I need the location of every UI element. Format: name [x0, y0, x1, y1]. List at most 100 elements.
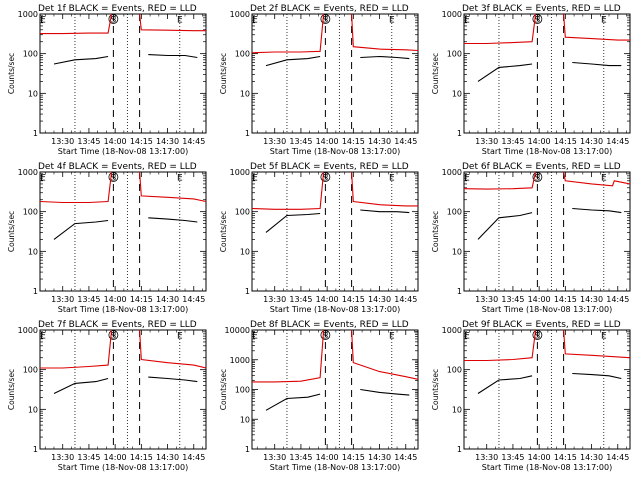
y-tick-label: 1000 — [18, 10, 38, 19]
black-events-series-line — [265, 393, 321, 411]
y-tick-label: 10 — [240, 247, 250, 256]
x-tick-label: 13:45 — [77, 137, 100, 146]
x-tick-label: 14:45 — [606, 137, 629, 146]
y-tick-label: 100 — [235, 50, 250, 59]
detector-panel-3: Det 3f BLACK = Events, RED = LLD 1 10 100 10… — [431, 4, 631, 156]
y-tick-label: 1 — [457, 287, 462, 296]
x-tick-label: 14:15 — [342, 295, 365, 304]
event-marker-label: E — [177, 332, 183, 342]
x-axis-label: Start Time (18-Nov-08 13:17:00) — [270, 305, 400, 314]
y-axis-label: Counts/sec — [431, 53, 440, 94]
y-axis-label: Counts/sec — [7, 53, 16, 94]
red-lld-series-line — [40, 14, 113, 35]
red-lld-series-line — [139, 330, 206, 369]
y-axis-label: Counts/sec — [7, 369, 16, 410]
y-axis-label: Counts/sec — [431, 369, 440, 410]
black-events-series-line — [148, 217, 198, 223]
x-tick-label: 14:00 — [528, 453, 551, 462]
panel-title: Det 2f BLACK = Events, RED = LLD — [250, 4, 409, 14]
x-tick-label: 14:30 — [368, 137, 391, 146]
y-tick-label: 10000 — [225, 326, 250, 335]
black-events-series-line — [53, 55, 109, 65]
x-tick-label: 14:15 — [130, 453, 153, 462]
y-tick-label: 10 — [28, 247, 38, 256]
x-axis-label: Start Time (18-Nov-08 13:17:00) — [482, 463, 612, 472]
detector-panel-4: Det 4f BLACK = Events, RED = LLD 1 10 100 10… — [7, 162, 207, 314]
black-events-series-line — [477, 375, 533, 394]
red-lld-series-line — [464, 172, 537, 190]
x-axis-label: Start Time (18-Nov-08 13:17:00) — [482, 305, 612, 314]
x-tick-label: 14:15 — [554, 295, 577, 304]
event-marker-label: E — [601, 332, 607, 342]
red-lld-series-line — [139, 172, 206, 203]
x-tick-label: 13:45 — [501, 295, 524, 304]
panel-title: Det 1f BLACK = Events, RED = LLD — [38, 4, 197, 14]
x-tick-label: 14:30 — [580, 453, 603, 462]
event-marker-label: S — [323, 16, 329, 26]
saa-marker-circle — [108, 330, 119, 340]
event-marker-label: E — [252, 16, 258, 26]
event-marker-label: S — [323, 174, 329, 184]
y-tick-label: 1000 — [442, 326, 462, 335]
red-lld-series-line — [563, 172, 630, 187]
panel-title: Det 3f BLACK = Events, RED = LLD — [462, 4, 621, 14]
y-tick-label: 100 — [235, 386, 250, 395]
x-tick-label: 14:45 — [182, 453, 205, 462]
red-lld-series-line — [252, 172, 325, 210]
y-tick-label: 10 — [28, 405, 38, 414]
event-marker-label: E — [389, 16, 395, 26]
y-tick-label: 10 — [452, 89, 462, 98]
event-marker-label: E — [389, 332, 395, 342]
x-tick-label: 14:45 — [394, 295, 417, 304]
x-tick-label: 13:30 — [51, 137, 74, 146]
y-tick-label: 100 — [447, 366, 462, 375]
event-marker-label: S — [535, 174, 541, 184]
black-events-series-line — [360, 55, 410, 60]
x-tick-label: 14:15 — [554, 137, 577, 146]
x-tick-label: 14:00 — [316, 453, 339, 462]
y-tick-label: 100 — [23, 208, 38, 217]
x-tick-label: 14:15 — [342, 453, 365, 462]
x-tick-label: 14:45 — [182, 295, 205, 304]
x-tick-label: 14:30 — [156, 453, 179, 462]
detector-panel-8: Det 8f BLACK = Events, RED = LLD 1 10 100 10… — [219, 320, 419, 472]
event-marker-label: E — [40, 332, 46, 342]
y-tick-label: 1000 — [230, 168, 250, 177]
y-tick-label: 1000 — [18, 168, 38, 177]
y-tick-label: 1 — [33, 287, 38, 296]
panel-title: Det 6f BLACK = Events, RED = LLD — [462, 162, 621, 172]
red-lld-series-line — [252, 14, 325, 54]
x-tick-label: 13:45 — [501, 137, 524, 146]
black-events-series-line — [572, 207, 622, 214]
x-tick-label: 14:30 — [368, 295, 391, 304]
saa-marker-circle — [108, 172, 119, 182]
y-tick-label: 1 — [245, 287, 250, 296]
y-axis-label: Counts/sec — [431, 211, 440, 252]
y-tick-label: 100 — [447, 208, 462, 217]
plot-frame — [39, 329, 207, 450]
y-tick-label: 1000 — [230, 356, 250, 365]
x-axis-label: Start Time (18-Nov-08 13:17:00) — [58, 305, 188, 314]
black-events-series-line — [572, 372, 622, 380]
event-marker-label: S — [111, 174, 117, 184]
event-marker-label: E — [389, 174, 395, 184]
event-marker-label: E — [464, 174, 470, 184]
x-tick-label: 14:00 — [528, 137, 551, 146]
x-axis-label: Start Time (18-Nov-08 13:17:00) — [58, 463, 188, 472]
x-tick-label: 14:15 — [554, 453, 577, 462]
detector-panel-6: Det 6f BLACK = Events, RED = LLD 1 10 100 10… — [431, 162, 631, 314]
y-tick-label: 1000 — [442, 168, 462, 177]
red-lld-series-line — [40, 172, 113, 204]
x-tick-label: 14:00 — [104, 137, 127, 146]
plot-frame — [39, 13, 207, 134]
y-tick-label: 10 — [240, 89, 250, 98]
x-tick-label: 13:30 — [475, 295, 498, 304]
x-tick-label: 13:45 — [77, 453, 100, 462]
x-tick-label: 13:30 — [475, 137, 498, 146]
event-marker-label: S — [111, 332, 117, 342]
x-tick-label: 13:45 — [289, 453, 312, 462]
x-tick-label: 14:45 — [394, 453, 417, 462]
event-marker-label: E — [464, 16, 470, 26]
x-tick-label: 13:30 — [263, 453, 286, 462]
black-events-series-line — [53, 219, 109, 240]
